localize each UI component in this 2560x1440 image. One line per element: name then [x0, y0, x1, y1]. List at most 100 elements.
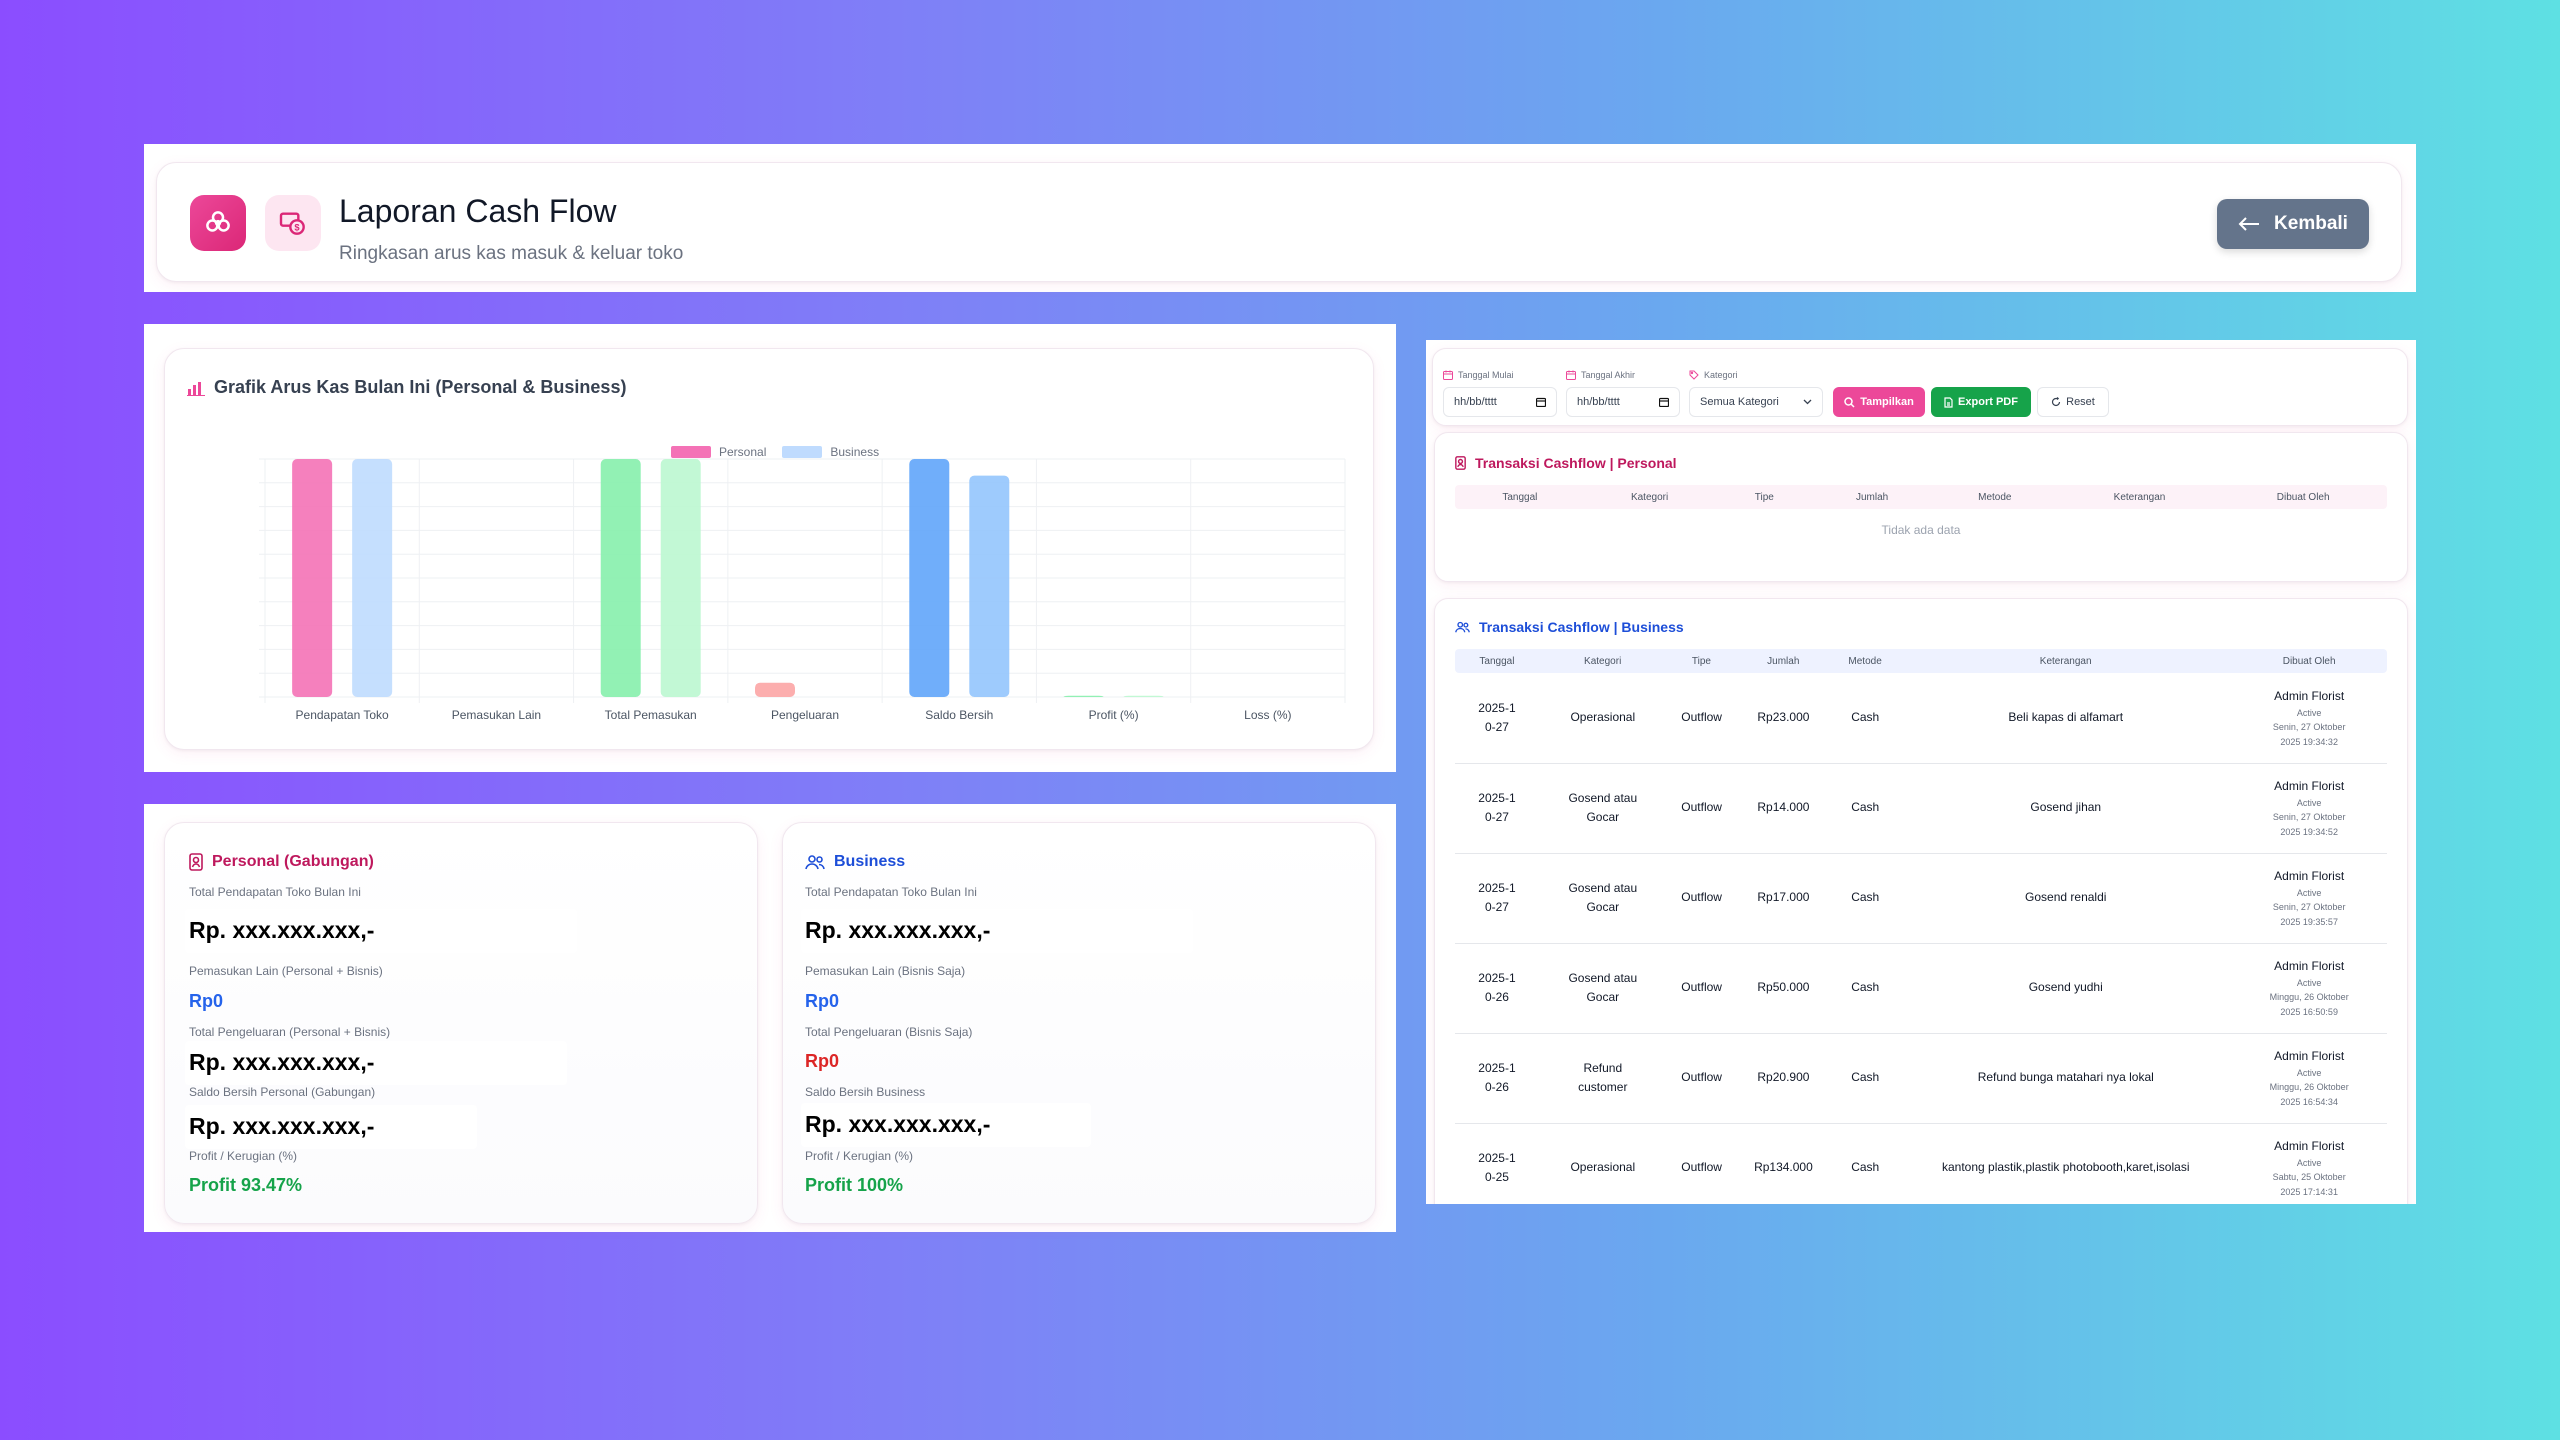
bar-business-4[interactable]: [969, 475, 1010, 697]
chevron-down-icon: [1803, 399, 1812, 405]
cell-jumlah: Rp50.000: [1757, 980, 1810, 995]
personal-saldo-label: Saldo Bersih Personal (Gabungan): [189, 1085, 376, 1099]
bar-personal-5[interactable]: [1063, 695, 1104, 697]
table-row[interactable]: 2025-10-25 Operasional Outflow Rp134.000 Cas…: [1455, 1123, 2387, 1204]
users-icon: [805, 855, 825, 870]
created-at: Minggu, 26 Oktober 2025 16:54:34: [2269, 1082, 2349, 1107]
business-summary-title: Business: [834, 853, 906, 870]
cell-kategori: Gosend atau Gocar: [1568, 790, 1638, 824]
table-row[interactable]: 2025-10-27 Gosend atau Gocar Outflow Rp14.0…: [1455, 763, 2387, 854]
cell-dibuat-oleh: Admin Florist Active Minggu, 26 Oktober 20…: [2231, 957, 2387, 1019]
empty-state: Tidak ada data: [1881, 523, 1961, 537]
business-profit-label: Profit / Kerugian (%): [805, 1149, 914, 1163]
bar-chart-icon: [187, 381, 205, 396]
col-header-dibuat-oleh: Dibuat Oleh: [2276, 491, 2330, 503]
summary-panel: Personal (Gabungan) Total Pendapatan Tok…: [144, 804, 1396, 1232]
cell-tipe: Outflow: [1681, 800, 1722, 815]
cell-dibuat-oleh: Admin Florist Active Sabtu, 25 Oktober 202…: [2231, 1137, 2387, 1199]
cell-metode: Cash: [1851, 710, 1880, 725]
cell-keterangan: Gosend yudhi: [2028, 980, 2103, 995]
business-saldo-value: Rp. xxx.xxx.xxx,-: [805, 1111, 991, 1137]
business-saldo-label: Saldo Bersih Business: [805, 1085, 926, 1099]
cell-tipe: Outflow: [1681, 1070, 1722, 1085]
money-exchange-icon: $: [279, 212, 305, 235]
category-value: Semua Kategori: [1700, 396, 1779, 408]
end-date-input[interactable]: hh/bb/tttt: [1566, 387, 1680, 417]
search-icon: [1844, 396, 1855, 408]
x-tick-label: Saldo Bersih: [925, 708, 993, 722]
cell-tipe: Outflow: [1681, 980, 1722, 995]
bar-business-0[interactable]: [352, 459, 393, 697]
users-icon: [1455, 621, 1470, 633]
bar-personal-2[interactable]: [600, 459, 641, 697]
personal-summary-title-row: Personal (Gabungan): [189, 853, 374, 871]
col-header-jumlah: Jumlah: [1855, 491, 1889, 503]
table-row[interactable]: 2025-10-26 Gosend atau Gocar Outflow Rp50.0…: [1455, 943, 2387, 1034]
table-row[interactable]: 2025-10-27 Gosend atau Gocar Outflow Rp17.0…: [1455, 853, 2387, 944]
cell-kategori: Gosend atau Gocar: [1568, 970, 1638, 1004]
personal-table-title: Transaksi Cashflow | Personal: [1475, 455, 1677, 471]
start-date-input[interactable]: hh/bb/tttt: [1443, 387, 1557, 417]
back-button[interactable]: Kembali: [2217, 199, 2369, 249]
cell-tanggal: 2025-10-27: [1478, 880, 1516, 914]
creator-status: Active: [2296, 1068, 2322, 1078]
arrow-left-icon: [2238, 217, 2260, 231]
page-subtitle: Ringkasan arus kas masuk & keluar toko: [339, 243, 684, 264]
created-at: Minggu, 26 Oktober 2025 16:50:59: [2269, 992, 2349, 1017]
show-button-label: Tampilkan: [1860, 396, 1914, 408]
reset-button[interactable]: Reset: [2037, 387, 2109, 417]
personal-summary-card: Personal (Gabungan) Total Pendapatan Tok…: [164, 822, 758, 1224]
legend-swatch-personal: [671, 446, 711, 458]
bar-business-5[interactable]: [1123, 695, 1164, 697]
calendar-icon: [1443, 370, 1453, 380]
creator-status: Active: [2296, 798, 2322, 808]
bar-personal-3[interactable]: [755, 682, 795, 697]
cell-tanggal: 2025-10-27: [1478, 700, 1516, 734]
calendar-picker-icon[interactable]: [1536, 397, 1546, 407]
calendar-picker-icon[interactable]: [1659, 397, 1669, 407]
cell-tanggal: 2025-10-25: [1478, 1150, 1516, 1184]
business-profit-value: Profit 100%: [805, 1175, 904, 1195]
business-pendapatan-label: Total Pendapatan Toko Bulan Ini: [805, 885, 977, 899]
cell-dibuat-oleh: Admin Florist Active Senin, 27 Oktober 202…: [2231, 777, 2387, 839]
personal-profit-value: Profit 93.47%: [189, 1175, 303, 1195]
start-date-label: Tanggal Mulai: [1458, 370, 1514, 380]
creator-status: Active: [2296, 1158, 2322, 1168]
category-select[interactable]: Semua Kategori: [1689, 387, 1823, 417]
creator-name: Admin Florist: [2274, 1048, 2345, 1063]
export-pdf-label: Export PDF: [1958, 396, 2018, 408]
col-header-jumlah: Jumlah: [1767, 655, 1800, 667]
personal-saldo-field: Rp. xxx.xxx.xxx,-: [185, 1105, 477, 1149]
chart-panel: Grafik Arus Kas Bulan Ini (Personal & Bu…: [144, 324, 1396, 772]
end-date-label-row: Tanggal Akhir: [1566, 370, 1635, 380]
filter-card: Tanggal Mulai hh/bb/tttt Tanggal Akhir h…: [1432, 348, 2408, 426]
legend-item-personal[interactable]: Personal: [671, 445, 766, 459]
personal-pendapatan-value: Rp. xxx.xxx.xxx,-: [189, 917, 375, 943]
legend-label-business: Business: [830, 445, 880, 459]
chart-title-row: Grafik Arus Kas Bulan Ini (Personal & Bu…: [187, 377, 626, 398]
col-header-tanggal: Tanggal: [1502, 491, 1538, 503]
business-transactions-card: Transaksi Cashflow | Business Tanggal Ka…: [1434, 598, 2408, 1204]
chart-card: Grafik Arus Kas Bulan Ini (Personal & Bu…: [164, 348, 1374, 750]
business-pengeluaran-value: Rp0: [805, 1051, 840, 1071]
creator-name: Admin Florist: [2274, 868, 2345, 883]
cell-tanggal: 2025-10-26: [1478, 970, 1516, 1004]
cell-kategori: Operasional: [1570, 1160, 1636, 1175]
bar-business-2[interactable]: [660, 459, 701, 697]
start-date-value: hh/bb/tttt: [1454, 396, 1497, 408]
chart-title: Grafik Arus Kas Bulan Ini (Personal & Bu…: [214, 377, 627, 397]
personal-pendapatan-field: Rp. xxx.xxx.xxx,-: [185, 909, 577, 953]
show-button[interactable]: Tampilkan: [1833, 387, 1925, 417]
file-pdf-icon: [1944, 396, 1953, 408]
bar-personal-0[interactable]: [292, 459, 333, 697]
business-pendapatan-value: Rp. xxx.xxx.xxx,-: [805, 917, 991, 943]
bar-personal-4[interactable]: [909, 459, 950, 697]
table-row[interactable]: 2025-10-27 Operasional Outflow Rp23.000 Cash…: [1455, 673, 2387, 764]
legend-item-business[interactable]: Business: [782, 445, 879, 459]
export-pdf-button[interactable]: Export PDF: [1931, 387, 2031, 417]
cell-metode: Cash: [1851, 1070, 1880, 1085]
cell-keterangan: Refund bunga matahari nya lokal: [1977, 1070, 2154, 1085]
page-icon-badge: $: [265, 195, 321, 251]
table-row[interactable]: 2025-10-26 Refund customer Outflow Rp20.900…: [1455, 1033, 2387, 1124]
cell-keterangan: Gosend jihan: [2030, 800, 2102, 815]
